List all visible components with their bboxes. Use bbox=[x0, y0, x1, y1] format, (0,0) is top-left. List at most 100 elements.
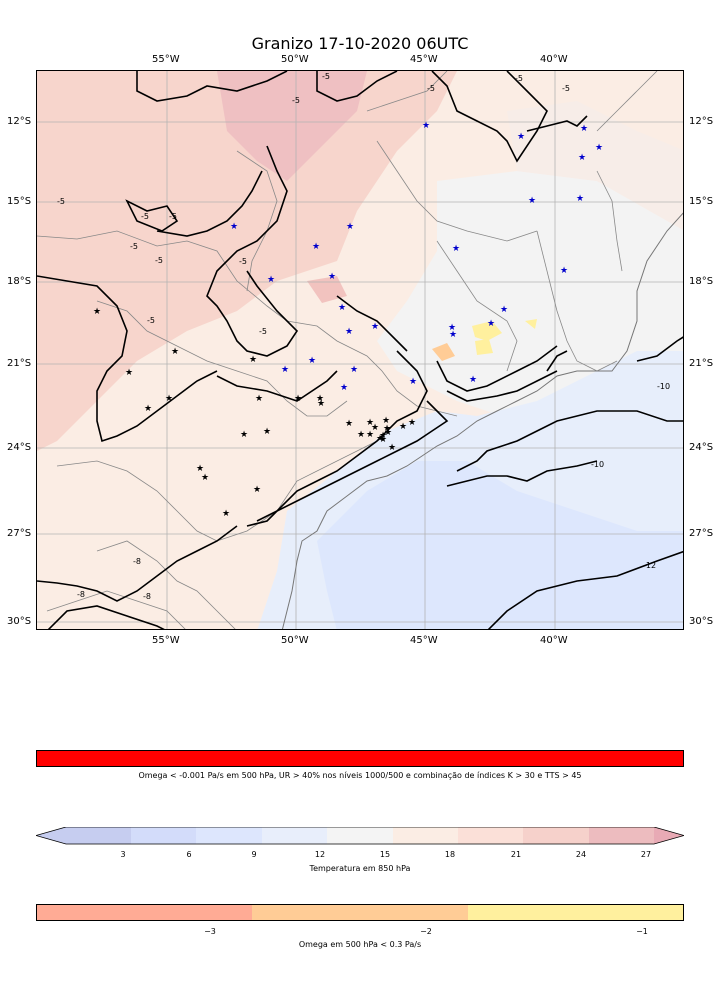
station-star-blue[interactable]: ★ bbox=[345, 327, 353, 337]
station-star-black[interactable]: ★ bbox=[263, 427, 271, 437]
left-lat-tick-21s: 21°S bbox=[7, 358, 32, 369]
condition-colorbar bbox=[36, 750, 684, 767]
omega-contours bbox=[37, 71, 683, 629]
station-star-blue[interactable]: ★ bbox=[346, 222, 354, 232]
omega-patch-2 bbox=[432, 343, 455, 361]
station-star-blue[interactable]: ★ bbox=[422, 121, 430, 131]
station-star-blue[interactable]: ★ bbox=[528, 196, 536, 206]
station-star-black[interactable]: ★ bbox=[345, 419, 353, 429]
station-star-black[interactable]: ★ bbox=[366, 418, 374, 428]
contour-label: -5 bbox=[155, 256, 163, 265]
station-star-blue[interactable]: ★ bbox=[308, 356, 316, 366]
temp-colorbar-segment bbox=[66, 827, 131, 844]
station-star-blue[interactable]: ★ bbox=[328, 272, 336, 282]
station-star-black[interactable]: ★ bbox=[201, 473, 209, 483]
station-star-black[interactable]: ★ bbox=[317, 399, 325, 409]
station-star-black[interactable]: ★ bbox=[255, 394, 263, 404]
station-star-black[interactable]: ★ bbox=[249, 355, 257, 365]
station-star-blue[interactable]: ★ bbox=[409, 377, 417, 387]
station-star-black[interactable]: ★ bbox=[316, 394, 324, 404]
contour-label-group: -5 -5 -5 -5 -5 -5 -5 -5 -5 -5 -5 -5 -5 -… bbox=[57, 72, 670, 601]
station-star-blue[interactable]: ★ bbox=[487, 319, 495, 329]
temp-colorbar-segment bbox=[131, 827, 196, 844]
station-star-black[interactable]: ★ bbox=[240, 430, 248, 440]
station-star-blue[interactable]: ★ bbox=[452, 244, 460, 254]
station-star-blue[interactable]: ★ bbox=[448, 323, 456, 333]
station-star-blue[interactable]: ★ bbox=[281, 365, 289, 375]
temp-colorbar-segment bbox=[327, 827, 393, 844]
station-star-black[interactable]: ★ bbox=[357, 430, 365, 440]
temp-colorbar-segment bbox=[458, 827, 523, 844]
station-star-black[interactable]: ★ bbox=[165, 394, 173, 404]
graticule bbox=[37, 71, 683, 629]
station-star-blue[interactable]: ★ bbox=[469, 375, 477, 385]
top-lon-tick-40w: 40°W bbox=[540, 54, 568, 65]
station-star-blue[interactable]: ★ bbox=[350, 365, 358, 375]
station-star-black[interactable]: ★ bbox=[399, 422, 407, 432]
station-star-blue[interactable]: ★ bbox=[576, 194, 584, 204]
bottom-lon-tick-45w: 45°W bbox=[410, 635, 438, 646]
contour-label: -5 bbox=[562, 84, 570, 93]
station-star-black[interactable]: ★ bbox=[379, 435, 387, 445]
station-star-black[interactable]: ★ bbox=[376, 434, 384, 444]
temp-field-warm bbox=[37, 71, 457, 451]
temp-field-hot bbox=[217, 71, 367, 181]
temp-tick: 6 bbox=[186, 850, 192, 859]
contour-label: -5 bbox=[322, 72, 330, 81]
black-stations: ★ ★ ★ ★ ★ ★ ★ ★ ★ ★ ★ ★ ★ ★ ★ ★ ★ ★ ★ ★ … bbox=[93, 307, 416, 519]
station-star-black[interactable]: ★ bbox=[383, 424, 391, 434]
station-star-black[interactable]: ★ bbox=[294, 394, 302, 404]
station-star-black[interactable]: ★ bbox=[196, 464, 204, 474]
station-star-blue[interactable]: ★ bbox=[560, 266, 568, 276]
station-star-blue[interactable]: ★ bbox=[449, 330, 457, 340]
left-lat-tick-12s: 12°S bbox=[7, 116, 32, 127]
contour-label: -5 bbox=[515, 74, 523, 83]
right-lat-tick-27s: 27°S bbox=[689, 528, 714, 539]
right-lat-tick-15s: 15°S bbox=[689, 196, 714, 207]
map-panel[interactable]: -5 -5 -5 -5 -5 -5 -5 -5 -5 -5 -5 -5 -5 -… bbox=[36, 70, 684, 630]
station-star-black[interactable]: ★ bbox=[371, 423, 379, 433]
station-star-black[interactable]: ★ bbox=[366, 430, 374, 440]
station-star-black[interactable]: ★ bbox=[379, 431, 387, 441]
right-lat-tick-18s: 18°S bbox=[689, 276, 714, 287]
contour-label: -5 bbox=[239, 257, 247, 266]
bottom-lon-tick-40w: 40°W bbox=[540, 635, 568, 646]
station-star-black[interactable]: ★ bbox=[93, 307, 101, 317]
contour-label: -5 bbox=[169, 212, 177, 221]
station-star-black[interactable]: ★ bbox=[144, 404, 152, 414]
station-star-blue[interactable]: ★ bbox=[267, 275, 275, 285]
station-star-blue[interactable]: ★ bbox=[340, 383, 348, 393]
omega-colorbar-segment bbox=[467, 905, 683, 920]
omega-colorbar-segment bbox=[252, 905, 468, 920]
station-star-blue[interactable]: ★ bbox=[230, 222, 238, 232]
station-star-black[interactable]: ★ bbox=[408, 418, 416, 428]
station-star-black[interactable]: ★ bbox=[125, 368, 133, 378]
station-star-black[interactable]: ★ bbox=[388, 443, 396, 453]
station-star-blue[interactable]: ★ bbox=[312, 242, 320, 252]
contour-label: -5 bbox=[57, 197, 65, 206]
temp-tick: 15 bbox=[379, 850, 391, 859]
blue-stations: ★ ★ ★ ★ ★ ★ ★ ★ ★ ★ ★ ★ ★ ★ ★ ★ ★ ★ ★ ★ … bbox=[230, 121, 603, 393]
left-lat-tick-15s: 15°S bbox=[7, 196, 32, 207]
station-star-black[interactable]: ★ bbox=[222, 509, 230, 519]
omega-tick: −2 bbox=[420, 927, 432, 936]
station-star-blue[interactable]: ★ bbox=[578, 153, 586, 163]
station-star-blue[interactable]: ★ bbox=[595, 143, 603, 153]
contour-label: -5 bbox=[292, 96, 300, 105]
station-star-black[interactable]: ★ bbox=[382, 416, 390, 426]
station-star-blue[interactable]: ★ bbox=[371, 322, 379, 332]
station-star-black[interactable]: ★ bbox=[253, 485, 261, 495]
omega-colorbar-label: Omega em 500 hPa < 0.3 Pa/s bbox=[298, 940, 422, 949]
left-lat-tick-27s: 27°S bbox=[7, 528, 32, 539]
omega-colorbar-segment bbox=[37, 905, 253, 920]
omega-patch-4 bbox=[525, 319, 537, 329]
temperature-colorbar bbox=[36, 827, 684, 845]
station-star-black[interactable]: ★ bbox=[384, 428, 392, 438]
station-star-black[interactable]: ★ bbox=[171, 347, 179, 357]
temperature-colorbar-label: Temperatura em 850 hPa bbox=[309, 864, 411, 873]
station-star-blue[interactable]: ★ bbox=[338, 303, 346, 313]
station-star-blue[interactable]: ★ bbox=[580, 124, 588, 134]
station-star-blue[interactable]: ★ bbox=[517, 132, 525, 142]
station-star-blue[interactable]: ★ bbox=[500, 305, 508, 315]
temp-tick: 9 bbox=[251, 850, 257, 859]
